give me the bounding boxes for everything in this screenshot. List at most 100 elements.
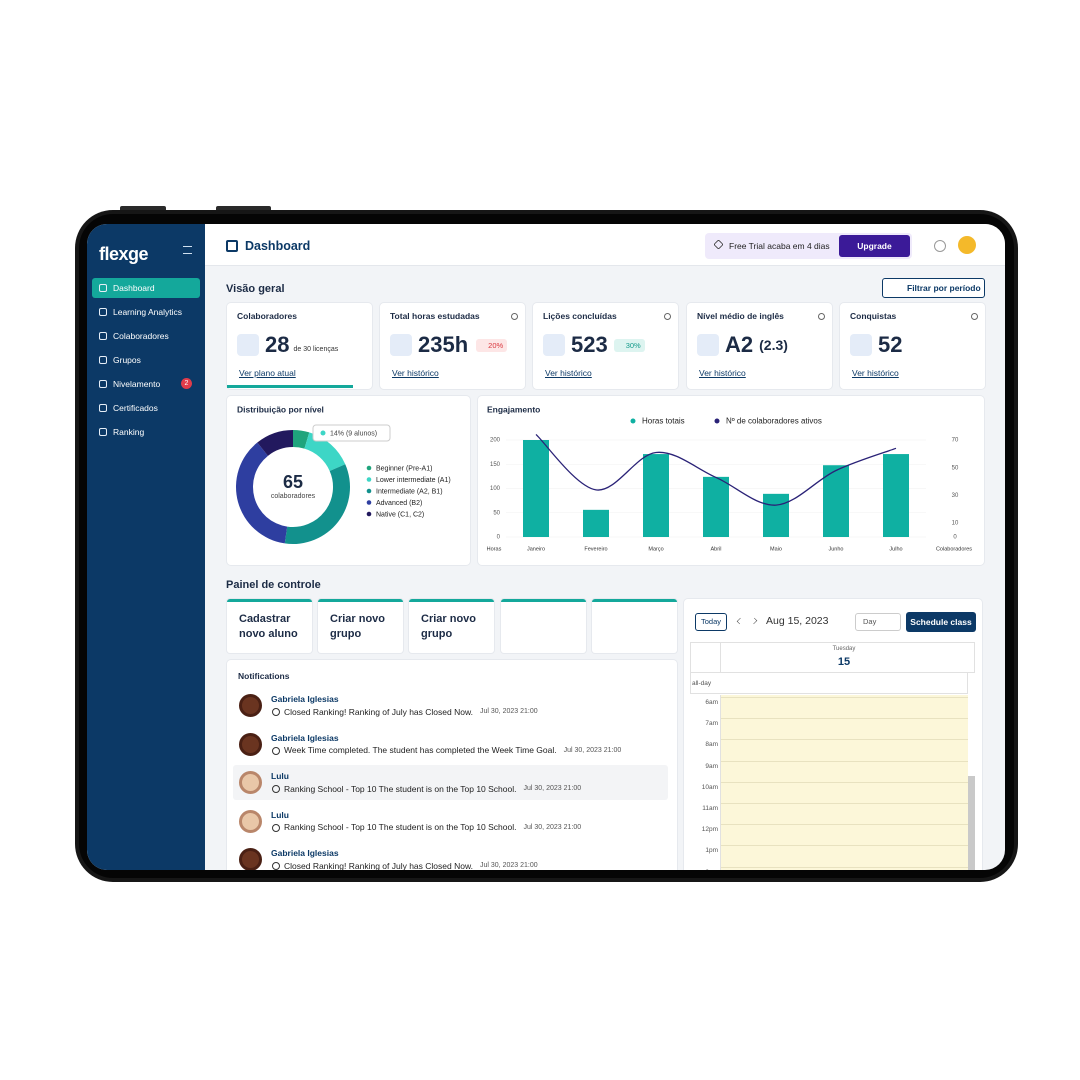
notification-name[interactable]: Gabriela Iglesias xyxy=(271,694,339,704)
menu-icon xyxy=(99,284,107,292)
action-card[interactable]: Cadastrar novo aluno xyxy=(227,599,312,653)
value-row: 28 de 30 licenças xyxy=(265,331,370,359)
notification-icon xyxy=(272,823,280,832)
scrollbar xyxy=(968,776,975,870)
hour-label: 12pm xyxy=(701,826,718,834)
action-card[interactable]: Criar novo grupo xyxy=(318,599,403,653)
notification-icon xyxy=(272,708,280,716)
kpi-link[interactable]: Ver plano atual xyxy=(239,368,296,378)
value-row: A2 (2.3) xyxy=(725,331,830,359)
hour-label: 2pm xyxy=(690,868,718,870)
value-row: 52 xyxy=(878,331,983,359)
notification-line: Ranking School - Top 10 The student is o… xyxy=(284,782,674,795)
card-icon xyxy=(390,334,412,356)
action-card xyxy=(501,599,586,653)
hour-line xyxy=(721,697,968,698)
notification-text: Week Time completed. The student has com… xyxy=(284,745,557,756)
action-card[interactable]: Criar novo grupo xyxy=(409,599,494,653)
sidebar xyxy=(87,224,205,870)
kpi-link[interactable]: Ver histórico xyxy=(699,368,746,378)
notification-date: Jul 30, 2023 21:00 xyxy=(523,823,582,831)
notification-date: Jul 30, 2023 21:00 xyxy=(523,785,582,793)
kpi-value: 235h xyxy=(418,332,469,357)
kpi-link[interactable]: Ver histórico xyxy=(852,368,899,378)
notifications-title: Notifications xyxy=(238,671,290,681)
hour-label: 8am xyxy=(705,741,718,749)
weekday: Tuesday xyxy=(832,646,856,652)
help-icon xyxy=(818,313,825,320)
upgrade-button[interactable]: Upgrade xyxy=(839,235,910,257)
kpi-card: Colaboradores 28 de 30 licenças Ver plano a… xyxy=(227,303,372,389)
menu-item[interactable]: Learning Analytics xyxy=(113,307,182,317)
card-title: Lições concluídas xyxy=(543,311,617,321)
menu-item[interactable]: Nivelamento xyxy=(113,379,161,389)
share-icon xyxy=(511,313,518,320)
kpi-value: 523 xyxy=(571,332,608,357)
share-icon xyxy=(664,313,671,320)
notification-text: Ranking School - Top 10 The student is o… xyxy=(284,783,517,794)
kpi-change: 20% xyxy=(476,338,508,352)
avatar[interactable] xyxy=(958,236,976,254)
hour-line xyxy=(721,803,968,804)
menu-icon xyxy=(99,428,107,436)
notification-text: Ranking School - Top 10 The student is o… xyxy=(284,822,517,833)
notification-name[interactable]: Gabriela Iglesias xyxy=(271,732,339,743)
action-label: Cadastrar novo aluno xyxy=(239,613,298,640)
hour-label: 10am xyxy=(701,783,718,791)
menu-item[interactable]: Ranking xyxy=(113,427,145,437)
engagement-card xyxy=(478,396,984,565)
hour-label: 9am xyxy=(705,762,718,770)
calendar-date: Aug 15, 2023 xyxy=(766,615,829,627)
notification-name[interactable]: Gabriela Iglesias xyxy=(271,848,339,859)
notification-date: Jul 30, 2023 21:00 xyxy=(480,862,538,870)
action-label: Criar novo grupo xyxy=(330,613,386,640)
notification-line: Closed Ranking! Ranking of July has Clos… xyxy=(284,859,674,870)
menu-item[interactable]: Grupos xyxy=(113,355,141,365)
notification-icon xyxy=(272,785,280,794)
kpi-link[interactable]: Ver histórico xyxy=(392,368,439,378)
hour-line xyxy=(721,781,968,783)
kpi-card: Total horas estudadas 235h 20% Ver históric… xyxy=(380,303,525,389)
notification-avatar[interactable] xyxy=(239,809,262,833)
menu-item[interactable]: Certificados xyxy=(113,403,158,413)
card-icon xyxy=(697,334,719,356)
card-icon xyxy=(850,334,872,356)
view-select[interactable]: Day xyxy=(855,613,901,631)
section-title: Visão geral xyxy=(226,283,285,295)
schedule-button[interactable]: Schedule class xyxy=(906,612,976,632)
menu-active xyxy=(92,278,200,298)
menu-item[interactable]: Dashboard xyxy=(113,283,155,293)
notification-text: Closed Ranking! Ranking of July has Clos… xyxy=(284,860,473,870)
notification-icon xyxy=(272,746,280,755)
logo: flexge xyxy=(99,244,149,264)
row-highlight xyxy=(233,765,668,800)
hour-line xyxy=(721,718,968,720)
badge: 2 xyxy=(181,378,192,389)
menu-icon xyxy=(99,380,107,388)
notification-name[interactable]: Lulu xyxy=(271,771,289,782)
notification-line: Week Time completed. The student has com… xyxy=(284,744,674,757)
notification-avatar[interactable] xyxy=(239,694,262,717)
hour-line xyxy=(721,845,968,847)
menu-item[interactable]: Colaboradores xyxy=(113,331,169,341)
notification-name[interactable]: Lulu xyxy=(271,809,289,820)
help-icon[interactable] xyxy=(934,240,946,252)
calendar-head xyxy=(690,642,975,673)
hour-label: 11am xyxy=(702,805,718,812)
notification-avatar[interactable] xyxy=(239,732,262,756)
filter-button[interactable]: Filtrar por período xyxy=(882,278,985,298)
card-icon xyxy=(237,334,259,356)
notification-avatar[interactable] xyxy=(239,771,262,795)
kpi-value: A2 xyxy=(725,332,754,357)
section-title: Painel de controle xyxy=(226,579,321,591)
trial-text: Free Trial acaba em 4 dias xyxy=(729,241,830,251)
kpi-card: Conquistas 52 Ver histórico xyxy=(840,303,985,389)
kpi-card: Nível médio de inglês A2 (2.3) Ver históric… xyxy=(687,303,832,389)
today-button[interactable]: Today xyxy=(695,613,727,631)
kpi-change: 30% xyxy=(613,338,645,352)
hour-line xyxy=(721,866,968,868)
kpi-link[interactable]: Ver histórico xyxy=(545,368,592,378)
menu-icon xyxy=(99,404,107,412)
notification-avatar[interactable] xyxy=(239,848,262,870)
